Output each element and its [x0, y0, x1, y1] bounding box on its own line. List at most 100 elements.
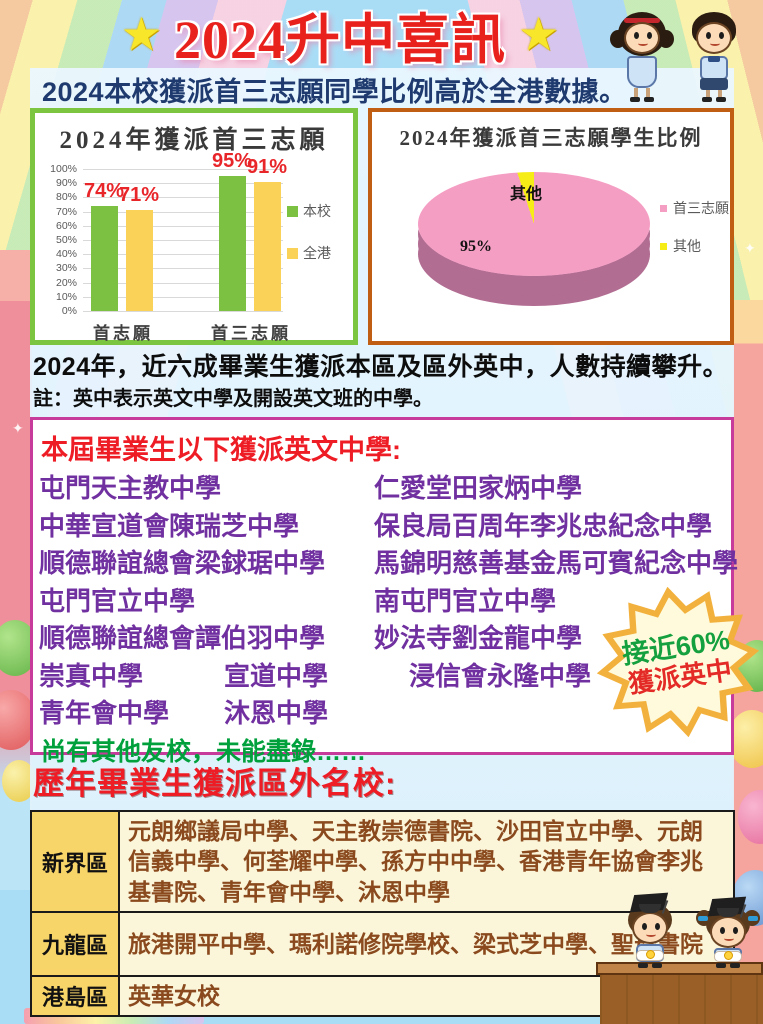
- legend-label: 全港: [303, 247, 331, 262]
- bar-chart-title: 2024年獲派首三志願: [59, 127, 329, 154]
- gridline: [83, 268, 283, 270]
- x-axis-label: 首志願: [93, 324, 153, 343]
- school-name: 浸信會永隆中學: [409, 660, 592, 691]
- gridline: [83, 282, 283, 284]
- legend-swatch: [287, 247, 298, 259]
- bar-全港: [254, 181, 281, 311]
- sparkle-icon: ✦: [12, 420, 24, 436]
- school-name: 沐恩中學: [224, 698, 329, 728]
- school-name: 馬錦明慈善基金馬可賓紀念中學: [374, 548, 739, 578]
- school-row: 順德聯誼總會譚伯羽中學 妙法寺劉金龍中學: [33, 618, 731, 656]
- pie-disc: [418, 172, 650, 276]
- badge-60-percent: 接近60% 獲派英中: [586, 575, 763, 748]
- legend-item: 首三志願: [660, 198, 729, 218]
- district-schools-header: 歷年畢業生獲派區外名校:: [33, 766, 397, 801]
- gridline: [83, 169, 283, 170]
- y-axis-tick: 70%: [55, 205, 77, 218]
- legend-item: 其他: [660, 236, 729, 256]
- bar-全港: [126, 210, 153, 311]
- school-name: 仁愛堂田家炳中學: [374, 473, 583, 503]
- gridline: [83, 240, 283, 241]
- school-name: 南屯門官立中學: [374, 585, 557, 616]
- bar-value-label: 91%: [246, 155, 288, 178]
- bar-本校: [219, 176, 246, 311]
- gridline: [83, 225, 283, 227]
- subtitle: 2024本校獲派首三志願同學比例高於全港數據。: [42, 77, 627, 107]
- english-schools-footer: 尚有其他友校，未能盡錄……: [41, 738, 367, 766]
- cartoon-boy-illustration: [682, 12, 746, 106]
- star-icon: ★: [120, 8, 162, 60]
- gridline: [83, 197, 283, 199]
- english-schools-header: 本屆畢業生以下獲派英文中學:: [41, 435, 401, 465]
- pie-chart-title: 2024年獲派首三志願學生比例: [399, 126, 703, 150]
- y-axis-tick: 10%: [55, 290, 77, 303]
- school-name: 保良局百周年李兆忠紀念中學: [374, 510, 713, 541]
- gridline: [83, 311, 283, 312]
- gridline: [83, 254, 283, 256]
- bar-chart: 2024年獲派首三志願 0% 10% 20% 30% 40% 50% 60% 70% 80% 90…: [30, 108, 358, 345]
- legend-swatch: [660, 204, 667, 212]
- star-icon: ★: [518, 8, 560, 60]
- bar-value-label: 71%: [118, 184, 160, 207]
- school-name: 順德聯誼總會梁銶琚中學: [39, 548, 326, 578]
- table-row: 新界區 元朗鄉議局中學、天主教崇德書院、沙田官立中學、元朗信義中學、何荃耀中學、孫…: [30, 809, 735, 914]
- english-schools-box: 本屆畢業生以下獲派英文中學: 屯門天主教中學 仁愛堂田家炳中學 中華宣道會陳瑞芝中學…: [30, 417, 738, 766]
- school-name: 順德聯誼總會譚伯羽中學: [39, 623, 326, 653]
- bar-xaxis: 首志願 首三志願: [83, 113, 288, 350]
- y-axis-tick: 100%: [50, 163, 77, 175]
- y-axis-tick: 80%: [55, 191, 77, 204]
- school-name: 中華宣道會陳瑞芝中學: [39, 510, 300, 541]
- legend-label: 首三志願: [673, 202, 729, 217]
- bar-legend: 本校 全港: [287, 201, 357, 285]
- school-row: 青年會中學 沐恩中學: [33, 693, 731, 731]
- region-label: 新界區: [30, 809, 120, 914]
- page-title: 2024升中喜訊: [174, 9, 506, 70]
- podium-front: [600, 975, 763, 1024]
- school-name: 青年會中學: [39, 698, 170, 728]
- sparkle-icon: ✦: [744, 240, 756, 256]
- region-schools: 元朗鄉議局中學、天主教崇德書院、沙田官立中學、元朗信義中學、何荃耀中學、孫方中中…: [118, 809, 735, 914]
- legend-swatch: [287, 205, 298, 217]
- region-label: 港島區: [30, 975, 120, 1018]
- gridline: [83, 211, 283, 213]
- bar-本校: [91, 205, 118, 311]
- pie-slice-label-main: 95%: [460, 238, 492, 255]
- district-schools-table: 新界區 元朗鄉議局中學、天主教崇德書院、沙田官立中學、元朗信義中學、何荃耀中學、孫…: [30, 809, 735, 1018]
- bar-plot: 74% 71% 95% 91%: [83, 150, 287, 312]
- y-axis-tick: 90%: [55, 177, 77, 190]
- school-row: 順德聯誼總會梁銶琚中學 馬錦明慈善基金馬可賓紀念中學: [33, 543, 738, 581]
- x-axis-label: 首三志願: [211, 324, 291, 343]
- gridline: [83, 296, 283, 298]
- school-name: 妙法寺劉金龍中學: [374, 623, 583, 653]
- school-name: 屯門天主教中學: [39, 473, 222, 503]
- region-label: 九龍區: [30, 911, 120, 978]
- school-row: 屯門天主教中學 仁愛堂田家炳中學: [33, 468, 731, 506]
- y-axis-tick: 60%: [55, 219, 77, 232]
- gridline: [83, 183, 283, 185]
- school-name: 崇真中學: [39, 660, 144, 691]
- y-axis-tick: 30%: [55, 262, 77, 275]
- graduate-girl-illustration: [696, 896, 760, 968]
- legend-swatch: [660, 242, 667, 250]
- pie-legend: 首三志願 其他: [660, 198, 729, 274]
- legend-label: 其他: [673, 240, 701, 255]
- school-row: 中華宣道會陳瑞芝中學 保良局百周年李兆忠紀念中學: [33, 506, 731, 544]
- y-axis-tick: 0%: [61, 305, 77, 317]
- district-table-body: 新界區 元朗鄉議局中學、天主教崇德書院、沙田官立中學、元朗信義中學、何荃耀中學、孫…: [30, 809, 735, 1018]
- legend-label: 本校: [303, 205, 331, 220]
- school-name: 宣道中學: [224, 660, 329, 691]
- header: ★ 2024升中喜訊 ★: [60, 2, 620, 70]
- y-axis-tick: 50%: [55, 234, 77, 246]
- announcement-line: 2024年，近六成畢業生獲派本區及區外英中，人數持續攀升。: [33, 353, 729, 381]
- school-name: 屯門官立中學: [39, 585, 196, 616]
- bar-value-label: 74%: [83, 179, 125, 202]
- school-row: 屯門官立中學 南屯門官立中學: [33, 581, 731, 619]
- bar-value-label: 95%: [211, 150, 253, 173]
- pie-slice-label-other: 其他: [510, 186, 543, 203]
- cartoon-girl-illustration: [610, 10, 674, 106]
- y-axis-tick: 40%: [55, 248, 77, 261]
- graduate-boy-illustration: [618, 892, 682, 968]
- pie-chart: 2024年獲派首三志願學生比例 其他 95% 首三志願 其他: [368, 108, 734, 345]
- y-axis-tick: 20%: [55, 276, 77, 289]
